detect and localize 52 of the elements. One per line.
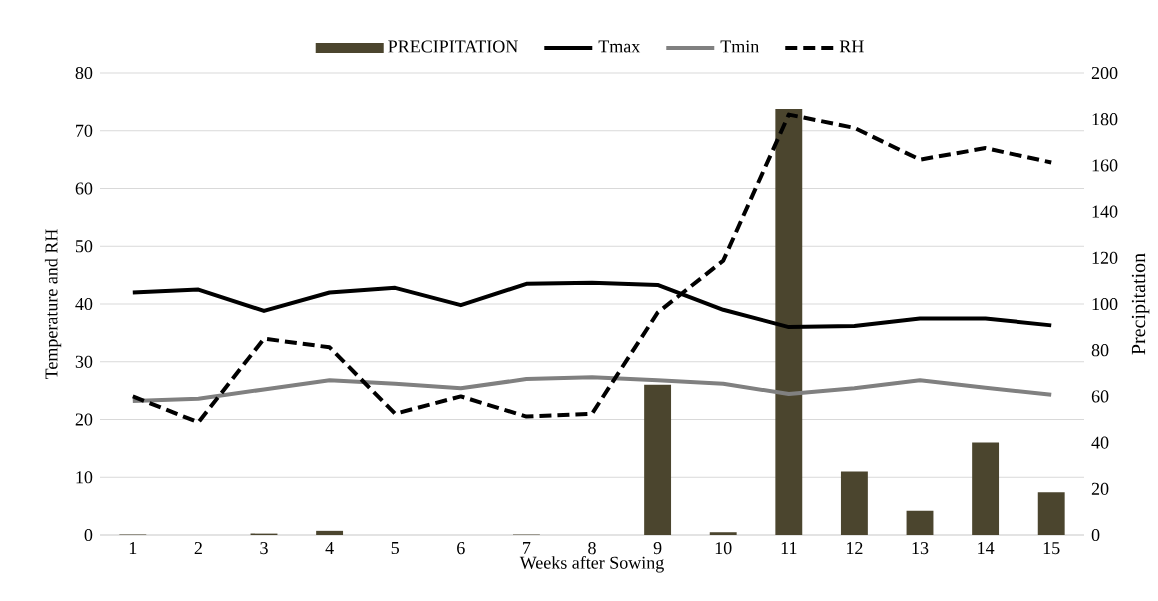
y-tick-label: 10: [76, 471, 93, 484]
x-tick-label: 4: [325, 542, 334, 554]
y-tick-label: 40: [75, 297, 93, 311]
bar: [644, 384, 672, 535]
x-tick-label: 8: [588, 542, 596, 555]
y-tick-label: 50: [75, 240, 93, 253]
legend-label: RH: [839, 40, 864, 53]
bar: [316, 530, 344, 535]
bar: [1037, 492, 1065, 535]
y-tick-label: 20: [75, 413, 93, 426]
y2-tick-label: 140: [1092, 205, 1118, 218]
y2-axis-title: Precipitation: [1131, 253, 1150, 355]
legend-label: Tmin: [720, 40, 759, 53]
y2-tick-label: 0: [1091, 528, 1100, 542]
x-tick-label: 3: [260, 542, 268, 555]
x-tick-label: 7: [523, 542, 531, 554]
x-tick-label: 10: [715, 542, 732, 555]
y2-tick-label: 60: [1091, 390, 1109, 403]
y2-tick-label: 160: [1092, 159, 1118, 172]
x-tick-label: 13: [912, 542, 929, 555]
y-axis-title: Temperature and RH: [44, 229, 62, 380]
y-tick-label: 60: [75, 182, 93, 195]
x-axis-title: Weeks after Sowing: [519, 555, 664, 573]
y2-tick-label: 120: [1092, 251, 1118, 264]
x-tick-label: 6: [457, 542, 465, 555]
legend-label: PRECIPITATION: [388, 40, 518, 53]
y2-tick-label: 200: [1091, 66, 1118, 80]
x-tick-label: 15: [1043, 542, 1060, 555]
bar: [972, 442, 1000, 535]
x-tick-label: 2: [194, 542, 202, 554]
bar: [840, 471, 868, 535]
x-tick-label: 1: [129, 542, 137, 554]
x-tick-label: 5: [391, 542, 400, 555]
line-series: [130, 112, 1054, 425]
y2-tick-label: 80: [1091, 344, 1109, 357]
x-tick-label: 14: [978, 542, 995, 554]
bar: [709, 532, 737, 535]
line-series: [130, 375, 1054, 404]
x-tick-label: 11: [781, 542, 797, 554]
x-tick-label: 12: [846, 542, 863, 554]
bar: [775, 109, 803, 535]
y-tick-label: 0: [84, 528, 93, 542]
y-tick-label: 30: [75, 355, 93, 368]
y2-tick-label: 40: [1091, 436, 1109, 449]
y-tick-label: 80: [75, 66, 93, 80]
y2-tick-label: 100: [1092, 297, 1118, 311]
legend-label: Tmax: [598, 40, 641, 53]
x-tick-label: 9: [653, 542, 662, 555]
y-tick-label: 70: [76, 124, 93, 137]
bar: [906, 510, 934, 535]
y2-tick-label: 180: [1092, 113, 1118, 126]
y2-tick-label: 20: [1091, 482, 1109, 495]
